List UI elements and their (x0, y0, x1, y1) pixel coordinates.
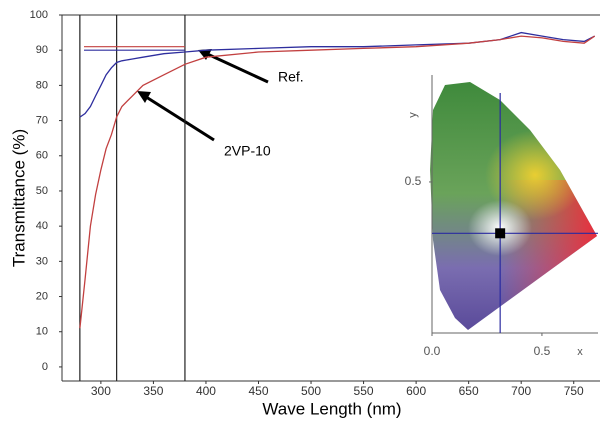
x-tick-label: 500 (301, 384, 321, 398)
y-tick-label: 50 (36, 185, 48, 197)
y-tick-label: 70 (36, 114, 48, 126)
y-tick-label: 30 (36, 255, 48, 267)
y-tick-label: 100 (30, 9, 48, 21)
x-tick-label: 600 (406, 384, 426, 398)
y-tick-label: 0 (42, 361, 48, 373)
annotation-label: Ref. (278, 69, 304, 85)
y-tick-label: 10 (36, 326, 48, 338)
y-tick-label: 90 (36, 44, 48, 56)
x-tick-label: 550 (354, 384, 374, 398)
inset-y-tick-label: 0.5 (405, 174, 422, 188)
y-tick-label: 40 (36, 220, 48, 232)
inset-x-tick-label: 0.5 (534, 344, 551, 358)
x-tick-label: 400 (196, 384, 216, 398)
y-axis-label: Transmittance (%) (9, 129, 28, 267)
series-line (79, 35, 596, 329)
series-line (79, 31, 595, 118)
point (495, 228, 506, 239)
x-tick-label: 750 (564, 384, 584, 398)
y-tick-label: 80 (36, 79, 48, 91)
annotation-label: 2VP-10 (224, 143, 271, 159)
x-tick-label: 450 (248, 384, 268, 398)
y-tick-label: 60 (36, 150, 48, 162)
annotation-2vp (137, 91, 215, 142)
y-tick-label: 20 (36, 290, 48, 302)
x-tick-label: 350 (143, 384, 163, 398)
x-axis-label: Wave Length (nm) (262, 399, 401, 418)
x-tick-label: 650 (459, 384, 479, 398)
gamut (430, 82, 597, 330)
x-tick-label: 300 (91, 384, 111, 398)
inset-y-label: y (407, 112, 419, 118)
inset-x-label: x (577, 346, 583, 358)
inset-x-tick-label: 0.0 (424, 344, 441, 358)
x-tick-label: 700 (511, 384, 531, 398)
